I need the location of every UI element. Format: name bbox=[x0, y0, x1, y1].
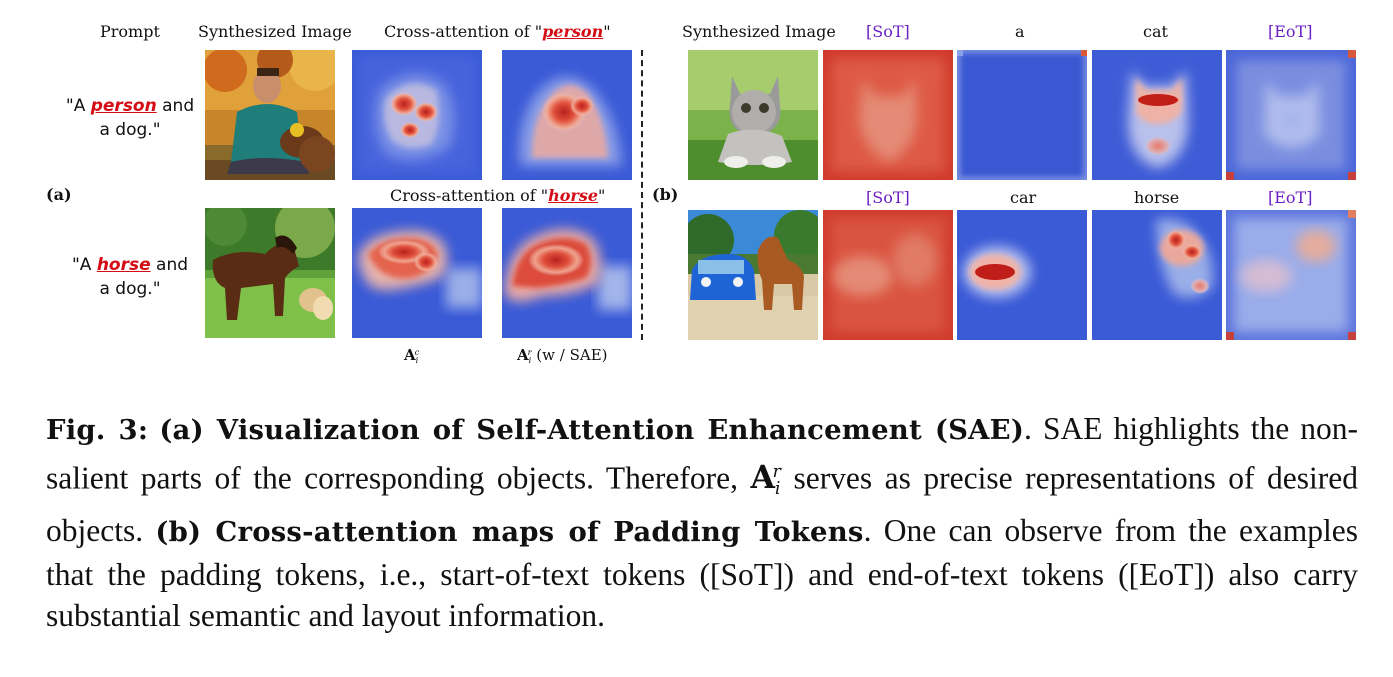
synth-image-horse-dog bbox=[205, 208, 335, 338]
attn-map-person-ar bbox=[502, 50, 632, 180]
caption-math-ar: Air bbox=[750, 458, 781, 499]
header-cross-attention-person: Cross-attention of "person" bbox=[384, 22, 611, 41]
caption-part-a-title: (a) Visualization of Self-Attention Enha… bbox=[159, 414, 1025, 446]
token-header-car: car bbox=[1010, 188, 1037, 207]
label-ar-w-sae: Air (w / SAE) bbox=[517, 346, 608, 365]
token-header-horse: horse bbox=[1134, 188, 1180, 207]
header-cross-attention-horse: Cross-attention of "horse" bbox=[390, 186, 606, 205]
attn-map-cat-a bbox=[957, 50, 1087, 180]
attn-map-cat-cat bbox=[1092, 50, 1222, 180]
synth-image-cat bbox=[688, 50, 818, 180]
panel-divider bbox=[641, 50, 643, 340]
attn-map-car-car bbox=[957, 210, 1087, 340]
prompt-row-2: "A horse and a dog." bbox=[71, 255, 189, 299]
attn-map-car-horse bbox=[1092, 210, 1222, 340]
token-header-a: a bbox=[1015, 22, 1025, 41]
synth-image-person-dog bbox=[205, 50, 335, 180]
header-prompt: Prompt bbox=[100, 22, 160, 41]
attn-map-cat-sot bbox=[823, 50, 953, 180]
figure-caption: Fig. 3: (a) Visualization of Self-Attent… bbox=[46, 408, 1358, 637]
attn-map-horse-ar bbox=[502, 208, 632, 338]
caption-part-a-text-1: . SAE highlights the non-salient parts o… bbox=[46, 411, 1358, 495]
caption-fig-label: Fig. 3: bbox=[46, 414, 149, 446]
token-person-label: person bbox=[542, 22, 604, 41]
header-synthesized-image-b: Synthesized Image bbox=[682, 22, 836, 41]
attn-map-horse-ac bbox=[352, 208, 482, 338]
panel-a-tag: (a) bbox=[46, 185, 72, 204]
prompt-token-person: person bbox=[90, 96, 157, 116]
prompt-row-1: "A person and a dog." bbox=[65, 96, 195, 140]
caption-part-b-title: (b) Cross-attention maps of Padding Toke… bbox=[155, 516, 864, 549]
token-header-eot-2: [EoT] bbox=[1268, 188, 1313, 207]
token-header-eot-1: [EoT] bbox=[1268, 22, 1313, 41]
token-horse-label: horse bbox=[548, 186, 599, 205]
caption-part-b-text: . One can observe from the examples that… bbox=[46, 513, 1358, 634]
attn-map-person-ac bbox=[352, 50, 482, 180]
prompt-token-horse: horse bbox=[96, 255, 151, 275]
attn-map-cat-eot bbox=[1226, 50, 1356, 180]
label-ac: Aic bbox=[404, 346, 420, 365]
panel-b-tag: (b) bbox=[652, 185, 679, 204]
caption-part-a-text-2: serves as precise representations of des… bbox=[46, 459, 1358, 549]
token-header-cat: cat bbox=[1143, 22, 1168, 41]
header-synthesized-image: Synthesized Image bbox=[198, 22, 352, 41]
attn-map-car-eot bbox=[1226, 210, 1356, 340]
attn-map-car-sot bbox=[823, 210, 953, 340]
token-header-sot-2: [SoT] bbox=[866, 188, 910, 207]
synth-image-car-horse bbox=[688, 210, 818, 340]
token-header-sot-1: [SoT] bbox=[866, 22, 910, 41]
